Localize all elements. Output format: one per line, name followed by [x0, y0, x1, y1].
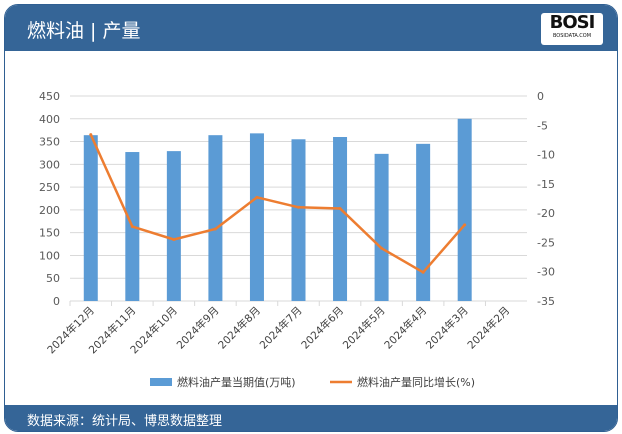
line-point — [172, 238, 176, 241]
page-title: 燃料油 | 产量 — [27, 20, 141, 42]
x-tick-label: 2024年3月 — [423, 304, 471, 352]
x-tick-label: 2024年7月 — [257, 304, 305, 352]
line-point — [89, 133, 93, 137]
y-left-tick: 0 — [53, 295, 60, 308]
line-series — [89, 134, 466, 274]
y-right-tick: -5 — [537, 119, 548, 132]
y-left-tick: 150 — [39, 227, 60, 240]
chart-card: 燃料油 | 产量 BOSI BOSIDATA.COM 数据来源：统计局、博思数据整… — [4, 4, 618, 432]
y-right-tick: -20 — [537, 207, 555, 220]
line-point — [463, 223, 467, 227]
y-left-tick: 400 — [39, 113, 60, 126]
line-point — [213, 227, 217, 231]
bar — [457, 118, 472, 302]
y-left-tick: 300 — [39, 158, 60, 171]
header: 燃料油 | 产量 BOSI BOSIDATA.COM — [5, 5, 617, 51]
data-source: 数据来源：统计局、博思数据整理 — [27, 414, 223, 429]
x-tick-label: 2024年4月 — [382, 304, 430, 352]
bar — [374, 153, 389, 301]
line-point — [297, 205, 300, 209]
x-tick-label: 2024年5月 — [340, 304, 388, 352]
x-tick-label: 2024年2月 — [465, 304, 513, 352]
y-left-tick: 50 — [46, 272, 60, 285]
legend-label-line: 燃料油产量同比增长(%) — [357, 375, 475, 389]
bar — [166, 151, 181, 301]
y-right-tick: -30 — [537, 266, 555, 279]
legend-label-bar: 燃料油产量当期值(万吨) — [177, 375, 296, 389]
bar — [208, 135, 223, 301]
x-tick-label: 2024年9月 — [174, 304, 222, 352]
x-tick-label: 2024年8月 — [215, 304, 263, 352]
line-point — [380, 246, 384, 250]
y-left-tick: 250 — [39, 181, 60, 194]
bar — [333, 137, 348, 301]
y-right-tick: -25 — [537, 236, 555, 249]
y-right-tick: -10 — [537, 149, 555, 162]
bar — [291, 139, 306, 301]
footer: 数据来源：统计局、博思数据整理 — [5, 405, 617, 431]
x-tick-label: 2024年6月 — [299, 304, 347, 352]
bosi-logo: BOSI BOSIDATA.COM — [541, 13, 603, 45]
y-right-tick: -35 — [537, 295, 555, 308]
y-left-tick: 100 — [39, 249, 60, 262]
legend-swatch-bar — [150, 378, 172, 386]
bar — [249, 133, 264, 301]
bar — [416, 143, 431, 301]
line-point — [421, 270, 425, 274]
line-point — [338, 206, 342, 210]
line-point — [255, 195, 259, 199]
line-point — [130, 225, 134, 229]
y-left-tick: 200 — [39, 204, 60, 217]
y-right-tick: -15 — [537, 178, 555, 191]
y-left-tick: 350 — [39, 136, 60, 149]
bar — [83, 135, 98, 301]
y-right-tick: 0 — [537, 90, 544, 103]
y-left-tick: 450 — [39, 90, 60, 103]
